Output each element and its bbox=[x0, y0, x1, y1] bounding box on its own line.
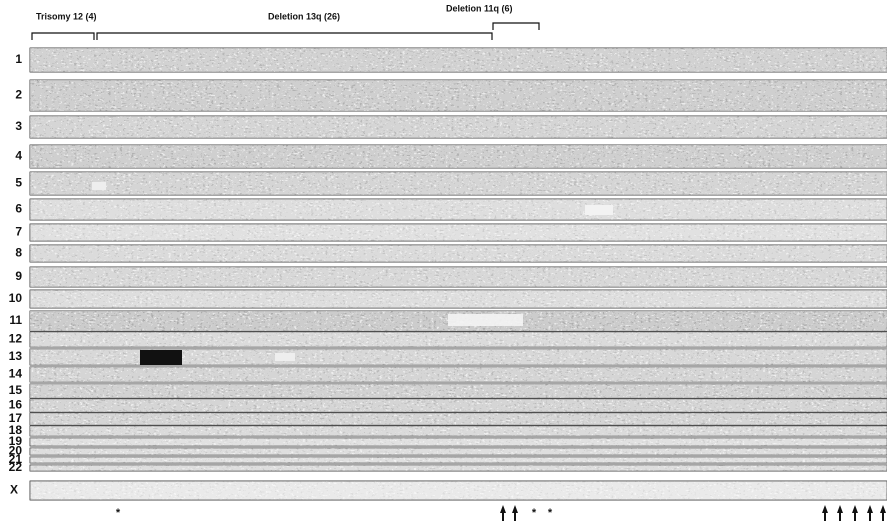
group-label: Deletion 13q (26) bbox=[268, 11, 340, 21]
arrows bbox=[500, 505, 886, 521]
marker: * bbox=[116, 507, 121, 519]
row-band bbox=[30, 457, 887, 463]
row-band bbox=[30, 438, 887, 446]
row-label: 7 bbox=[15, 225, 22, 239]
figure: Trisomy 12 (4) Deletion 13q (26) Deletio… bbox=[0, 0, 887, 522]
row-label: 8 bbox=[15, 246, 22, 260]
header: Trisomy 12 (4) Deletion 13q (26) Deletio… bbox=[32, 3, 539, 40]
row-band bbox=[30, 267, 887, 287]
row-label: 14 bbox=[9, 367, 23, 381]
row-band bbox=[30, 332, 887, 347]
bracket bbox=[97, 33, 492, 40]
row-label: X bbox=[10, 483, 18, 497]
row-label: 12 bbox=[9, 332, 23, 346]
row-band bbox=[30, 465, 887, 471]
bracket bbox=[32, 33, 94, 40]
row-label: 1 bbox=[15, 52, 22, 66]
row-label: 16 bbox=[9, 398, 23, 412]
group-label: Trisomy 12 (4) bbox=[36, 11, 97, 21]
row-label: 11 bbox=[9, 313, 22, 327]
row-band bbox=[30, 172, 887, 195]
row-band bbox=[30, 413, 887, 425]
gain-region bbox=[585, 205, 613, 215]
gain-region bbox=[448, 314, 523, 326]
row-band bbox=[30, 145, 887, 168]
row-label: 2 bbox=[15, 88, 22, 102]
row-label: 15 bbox=[9, 383, 23, 397]
row-band bbox=[30, 245, 887, 262]
row-label: 22 bbox=[9, 460, 23, 474]
row-label: 5 bbox=[15, 176, 22, 190]
group-label: Deletion 11q (6) bbox=[446, 3, 513, 13]
row-label: 10 bbox=[9, 291, 23, 305]
row-band bbox=[30, 399, 887, 412]
row-band bbox=[30, 116, 887, 138]
row-band bbox=[30, 481, 887, 500]
row-band bbox=[30, 199, 887, 220]
row-label: 6 bbox=[15, 202, 22, 216]
row-label: 9 bbox=[15, 269, 22, 283]
row-label: 13 bbox=[9, 349, 23, 363]
loss-region bbox=[140, 350, 182, 365]
gain-region bbox=[92, 182, 106, 190]
marker: * bbox=[548, 507, 553, 519]
gain-region bbox=[275, 353, 295, 361]
row-label: 4 bbox=[15, 149, 22, 163]
row-band bbox=[30, 224, 887, 241]
row-band bbox=[30, 426, 887, 436]
row-band bbox=[30, 48, 887, 72]
bracket bbox=[493, 23, 539, 30]
row-band bbox=[30, 448, 887, 455]
row-band bbox=[30, 367, 887, 382]
row-band bbox=[30, 80, 887, 111]
marker: * bbox=[532, 507, 537, 519]
row-label: 3 bbox=[15, 119, 22, 133]
row-band bbox=[30, 290, 887, 308]
row-band bbox=[30, 384, 887, 398]
